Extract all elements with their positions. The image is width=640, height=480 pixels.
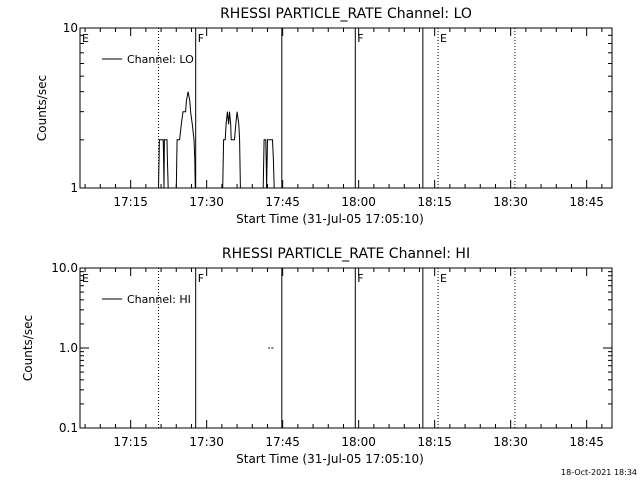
- panel2-x-tick-label: 18:30: [493, 435, 528, 449]
- panel2-event-marker-label: E: [440, 272, 447, 285]
- panel2-x-tick-label: 17:30: [189, 435, 224, 449]
- panel2-event-marker-label: F: [198, 272, 204, 285]
- panel2-x-tick-label: 17:45: [265, 435, 300, 449]
- panel1-legend-label: Channel: LO: [127, 53, 194, 66]
- panel1-x-tick-label: 18:15: [417, 195, 452, 209]
- panel1-x-tick-label: 18:45: [569, 195, 604, 209]
- panel2-x-tick-label: 18:00: [341, 435, 376, 449]
- panel2-event-marker-label: F: [357, 272, 363, 285]
- panel1-event-marker-label: E: [440, 32, 447, 45]
- panel1-x-axis-label: Start Time (31-Jul-05 17:05:10): [236, 212, 424, 226]
- panel1-x-tick-label: 18:00: [341, 195, 376, 209]
- panel1-plot-frame: [79, 27, 613, 189]
- panel1-y-axis-label: Counts/sec: [35, 75, 49, 141]
- panel1-event-marker-label: F: [357, 32, 363, 45]
- panel1-event-marker-label: E: [82, 32, 89, 45]
- footer-date: 18-Oct-2021 18:34: [561, 468, 637, 477]
- panel1-x-tick-label: 17:15: [113, 195, 148, 209]
- panel2-event-marker-label: E: [82, 272, 89, 285]
- panel2-y-tick-label: 0.1: [59, 421, 78, 435]
- panel2-x-tick-label: 18:15: [417, 435, 452, 449]
- panel2-y-axis-label: Counts/sec: [21, 315, 35, 381]
- panel2-x-tick-label: 18:45: [569, 435, 604, 449]
- panel1-title: RHESSI PARTICLE_RATE Channel: LO: [220, 6, 472, 22]
- panel2-title: RHESSI PARTICLE_RATE Channel: HI: [222, 246, 470, 262]
- panel2-x-tick-label: 17:15: [113, 435, 148, 449]
- panel1-event-marker-label: F: [198, 32, 204, 45]
- panel1-x-tick-label: 17:30: [189, 195, 224, 209]
- panel1-series-line: [262, 139, 275, 189]
- panel1-series-line: [222, 111, 241, 189]
- panel1-x-tick-label: 17:45: [265, 195, 300, 209]
- panel1-y-tick-label: 10: [63, 21, 78, 35]
- panel1-series-line: [175, 91, 196, 189]
- panel1-y-tick-label: 1: [70, 181, 78, 195]
- panel2-legend-label: Channel: HI: [127, 293, 191, 306]
- panel2-plot-frame: [79, 267, 613, 429]
- panel1-series-line: [158, 139, 169, 189]
- panel2-y-tick-label: 1.0: [59, 341, 78, 355]
- panel2-y-tick-label: 10.0: [51, 261, 78, 275]
- panel2-x-axis-label: Start Time (31-Jul-05 17:05:10): [236, 452, 424, 466]
- panel1-x-tick-label: 18:30: [493, 195, 528, 209]
